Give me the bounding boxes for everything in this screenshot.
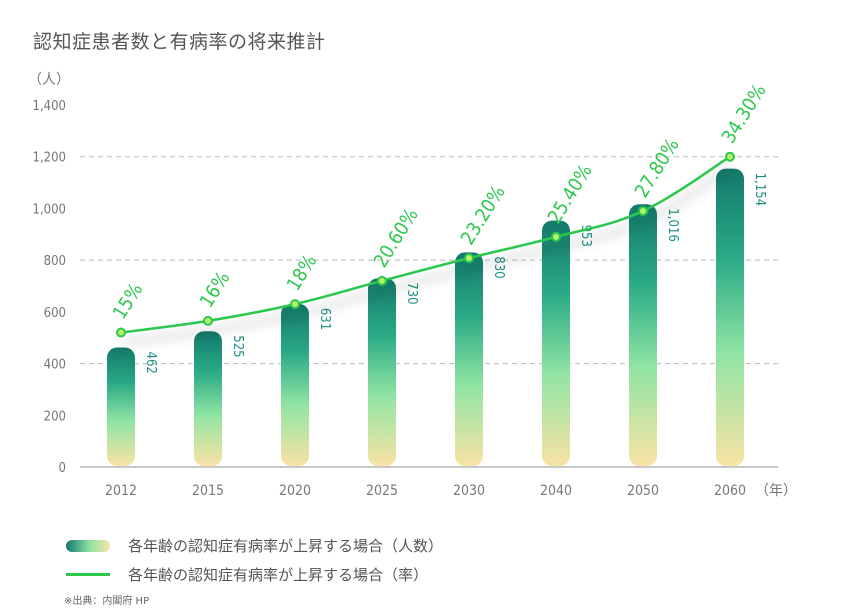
x-tick-label: 2020	[279, 483, 311, 499]
chart-title: 認知症患者数と有病率の将来推計	[33, 31, 326, 53]
rate-label: 18%	[283, 251, 322, 295]
y-tick-label: 1,200	[33, 151, 66, 166]
legend-bar-label: 各年齢の認知症有病率が上昇する場合（人数）	[128, 537, 444, 555]
y-axis-unit: （人）	[28, 72, 70, 88]
bar	[368, 278, 396, 466]
x-tick-label: 2060	[714, 483, 746, 499]
bar	[455, 252, 483, 466]
y-tick-label: 0	[59, 461, 66, 476]
rate-marker	[290, 299, 300, 310]
x-axis-unit: （年）	[755, 483, 797, 499]
rate-label: 34.30%	[718, 80, 771, 147]
bar-value-label: 462	[143, 352, 158, 374]
bar-value-label: 1,016	[665, 208, 680, 241]
rate-marker	[203, 315, 213, 326]
rate-line-series	[116, 151, 735, 338]
rate-label: 23.20%	[457, 182, 510, 249]
x-tick-label: 2030	[453, 483, 485, 499]
x-tick-label: 2025	[366, 483, 398, 499]
y-tick-label: 800	[44, 254, 66, 269]
x-tick-label: 2040	[540, 483, 572, 499]
x-axis: 2012 2015 2020 2025 2030 2040 2050 2060	[105, 483, 746, 499]
rate-label: 16%	[196, 268, 235, 312]
source-note: ※出典：内閣府 HP	[64, 596, 150, 607]
bar	[716, 168, 744, 466]
grid-lines	[80, 156, 778, 365]
y-tick-label: 400	[44, 358, 66, 373]
rate-marker	[551, 231, 561, 242]
bar-value-label: 730	[404, 282, 419, 304]
bar-value-label: 1,154	[752, 173, 767, 206]
rate-marker	[725, 151, 735, 162]
y-tick-label: 1,000	[33, 202, 66, 217]
bar	[281, 303, 309, 466]
rate-marker	[377, 275, 387, 286]
rate-marker	[638, 206, 648, 217]
rate-label: 15%	[109, 279, 148, 323]
bar	[542, 220, 570, 466]
bar-value-label: 631	[317, 308, 332, 330]
bar-value-label: 830	[491, 256, 506, 278]
x-tick-label: 2012	[105, 483, 137, 499]
bar	[107, 347, 135, 466]
y-axis: 0 200 400 600 800 1,000 1,200 1,400	[33, 99, 66, 476]
rate-marker	[116, 327, 126, 338]
bar	[629, 204, 657, 466]
legend-line-swatch	[66, 573, 110, 576]
legend-line-label: 各年齢の認知症有病率が上昇する場合（率）	[128, 566, 429, 584]
legend-item-bar: 各年齢の認知症有病率が上昇する場合（人数）	[66, 535, 443, 556]
y-tick-label: 200	[44, 409, 66, 424]
bar	[194, 331, 222, 466]
bar-value-label: 525	[230, 335, 245, 357]
rate-label: 25.40%	[544, 161, 597, 228]
x-tick-label: 2015	[192, 483, 224, 499]
legend-item-line: 各年齢の認知症有病率が上昇する場合（率）	[66, 564, 428, 585]
x-tick-label: 2050	[627, 483, 659, 499]
y-tick-label: 1,400	[33, 99, 66, 114]
y-tick-label: 600	[44, 306, 66, 321]
rate-label: 20.60%	[370, 205, 423, 272]
rate-marker	[464, 253, 474, 264]
bar-series	[107, 168, 744, 466]
legend-bar-swatch	[66, 539, 110, 552]
rate-labels: 15% 16% 18%20.60% 23.20% 25.40% 27.80%34.30%	[109, 80, 771, 323]
